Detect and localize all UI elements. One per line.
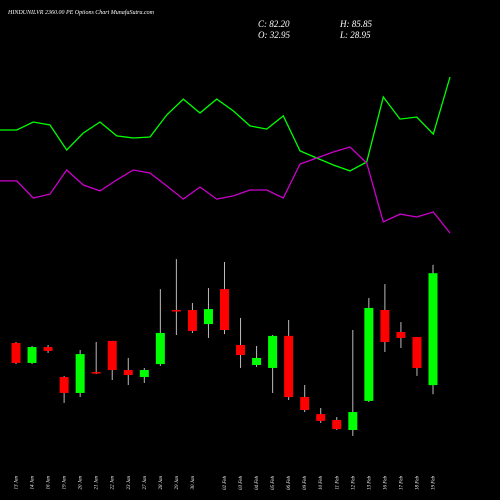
x-tick-label: 23 Jan <box>127 476 132 490</box>
x-tick-label: 22 Jan <box>111 476 116 490</box>
chart-title: HINDUNILVR 2360.00 PE Options Chart Muna… <box>7 9 155 16</box>
x-tick-label: 16 Jan <box>47 476 52 490</box>
candle-body <box>123 370 133 375</box>
x-tick-label: 27 Jan <box>143 476 148 490</box>
x-tick-label: 10 Feb <box>319 476 324 491</box>
close-label: C: 82.20 <box>258 19 290 29</box>
x-tick-label: 11 Feb <box>335 476 340 490</box>
candle-body <box>348 412 358 430</box>
candle-body <box>75 354 85 393</box>
x-tick-label: 04 Feb <box>255 476 260 491</box>
x-tick-label: 29 Jan <box>175 476 180 490</box>
x-tick-label: 12 Feb <box>351 476 356 491</box>
candle-body <box>300 397 310 410</box>
x-tick-label: 19 Feb <box>432 476 437 491</box>
candle-body <box>332 420 342 430</box>
candle-body <box>284 335 294 398</box>
candle-body <box>428 273 438 386</box>
x-tick-label: 06 Feb <box>287 476 292 491</box>
candle-body <box>268 335 278 368</box>
high-label: H: 85.85 <box>339 19 372 29</box>
candle-body <box>59 377 69 393</box>
candle-body <box>220 289 229 330</box>
x-tick-label: 13 Feb <box>367 476 372 491</box>
candle-body <box>139 370 149 378</box>
candle-body <box>107 340 117 370</box>
candle-body <box>155 332 165 365</box>
x-tick-label: 30 Jan <box>191 476 196 490</box>
x-tick-label: 19 Jan <box>63 476 68 490</box>
candle-body <box>203 309 213 325</box>
candle-body <box>380 310 390 343</box>
open-label: O: 32.95 <box>258 30 290 40</box>
candle-body <box>252 357 262 365</box>
candle-body <box>396 332 406 338</box>
candle-body <box>11 342 21 363</box>
candle-body <box>91 372 101 374</box>
x-tick-label: 18 Feb <box>415 476 420 491</box>
x-tick-label: 17 Feb <box>399 476 404 491</box>
candle-body <box>364 307 374 401</box>
x-tick-label: 05 Feb <box>271 476 276 491</box>
candle-body <box>27 347 37 363</box>
low-label: L: 28.95 <box>339 30 371 40</box>
x-tick-label: 14 Jan <box>31 476 36 490</box>
x-tick-label: 03 Feb <box>239 476 244 491</box>
candle-body <box>236 345 246 355</box>
candle-body <box>187 310 197 331</box>
indicator-line <box>0 76 451 172</box>
x-tick-label: 02 Feb <box>223 476 228 491</box>
x-tick-label: 13 Jan <box>15 476 20 490</box>
x-tick-label: 20 Jan <box>79 476 84 490</box>
candle-body <box>171 310 181 312</box>
x-tick-label: 16 Feb <box>383 476 388 491</box>
x-tick-label: 21 Jan <box>95 476 100 490</box>
x-tick-label: 09 Feb <box>303 476 308 491</box>
x-tick-label: 28 Jan <box>159 476 164 490</box>
candle-body <box>412 337 422 368</box>
candle-body <box>43 347 53 351</box>
candle-body <box>316 414 326 421</box>
indicator-line <box>0 146 451 234</box>
